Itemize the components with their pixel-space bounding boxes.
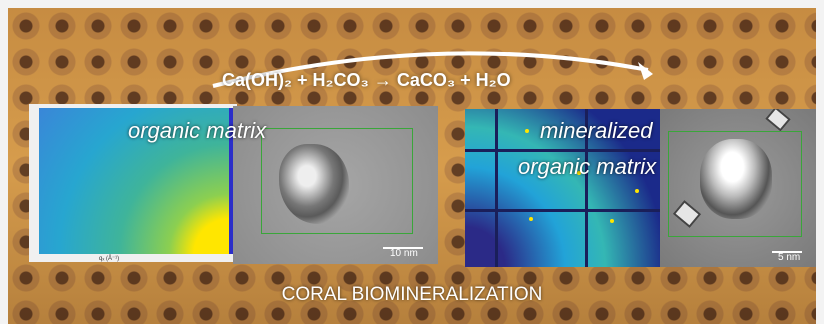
bragg-spot <box>635 189 639 193</box>
reaction-equation: Ca(OH)₂ + H₂CO₃ → CaCO₃ + H₂O <box>222 70 511 90</box>
scale-bar-label: 10 nm <box>390 248 418 259</box>
label-mineralized: mineralized <box>540 118 653 143</box>
heatmap <box>39 108 229 254</box>
detector-gap <box>465 149 661 152</box>
diffraction-pattern <box>465 109 661 267</box>
label-mineralized-organic-matrix: organic matrix <box>518 154 657 179</box>
tem-image-mineralized: 5 nm <box>660 109 816 267</box>
crystal <box>765 109 791 132</box>
detector-gap <box>585 109 588 267</box>
figure-title: CORAL BIOMINERALIZATION <box>281 284 543 305</box>
scale-bar <box>772 251 802 253</box>
x-axis-label: qₓ (Å⁻¹) <box>99 256 120 262</box>
graphical-abstract: Ca(OH)₂ + H₂CO₃ → CaCO₃ + H₂O qₓ (Å⁻¹) 1… <box>8 8 816 324</box>
bragg-spot <box>577 171 581 175</box>
tem-image-organic: 10 nm <box>233 106 438 264</box>
particle <box>700 139 772 219</box>
label-organic-matrix: organic matrix <box>128 118 267 143</box>
bragg-spot <box>610 219 614 223</box>
bragg-spot <box>529 217 533 221</box>
detector-gap <box>495 109 498 267</box>
bragg-spot <box>525 129 529 133</box>
scale-bar-label: 5 nm <box>778 252 801 263</box>
detector-gap <box>465 209 661 212</box>
reaction-arrow <box>212 51 653 88</box>
particle <box>279 144 349 224</box>
roi-box <box>261 128 413 234</box>
roi-box <box>668 131 802 237</box>
scale-bar <box>383 247 423 249</box>
